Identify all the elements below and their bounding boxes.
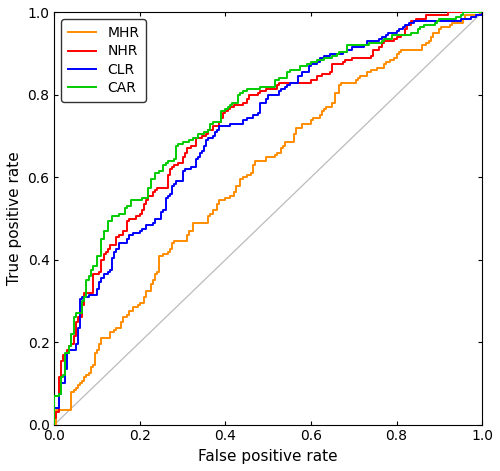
Y-axis label: True positive rate: True positive rate (7, 152, 22, 285)
Legend: MHR, NHR, CLR, CAR: MHR, NHR, CLR, CAR (62, 19, 146, 102)
X-axis label: False positive rate: False positive rate (198, 449, 338, 464)
